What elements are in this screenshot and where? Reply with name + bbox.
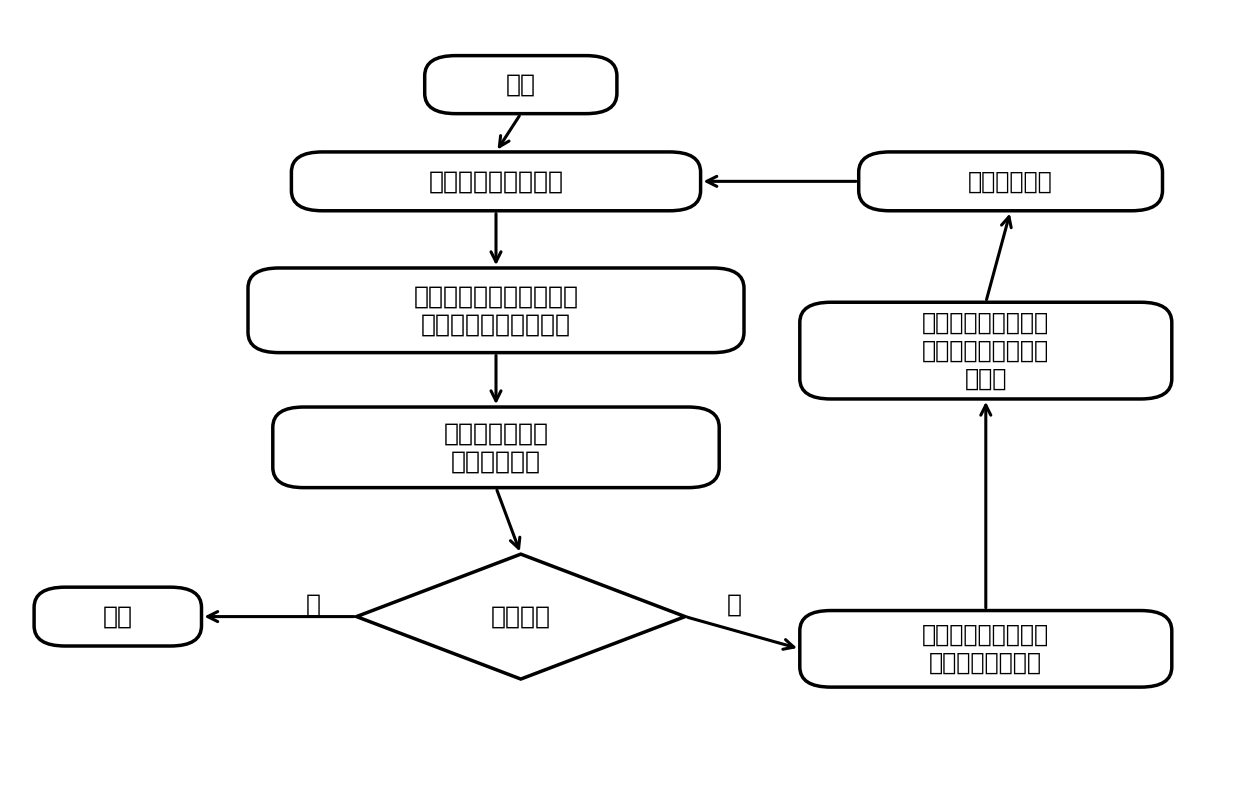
FancyBboxPatch shape <box>424 56 618 114</box>
FancyBboxPatch shape <box>858 152 1162 210</box>
Text: 否: 否 <box>727 592 743 617</box>
FancyBboxPatch shape <box>291 152 701 210</box>
Text: 结束: 结束 <box>103 604 133 629</box>
Text: 根据非线性分析结果
计算等效静态载荷: 根据非线性分析结果 计算等效静态载荷 <box>923 623 1049 675</box>
FancyBboxPatch shape <box>248 268 744 353</box>
Polygon shape <box>357 555 684 679</box>
FancyBboxPatch shape <box>800 611 1172 687</box>
Text: 将防撞梁与整车装配，并
建立侧面碰撞仿真模型: 将防撞梁与整车装配，并 建立侧面碰撞仿真模型 <box>413 285 579 336</box>
FancyBboxPatch shape <box>800 302 1172 399</box>
FancyBboxPatch shape <box>273 407 719 488</box>
Text: 是: 是 <box>305 592 321 617</box>
Text: 更新设计变量: 更新设计变量 <box>968 169 1053 193</box>
Text: 建立防撞梁概念模型: 建立防撞梁概念模型 <box>429 169 563 193</box>
FancyBboxPatch shape <box>33 587 201 646</box>
Text: 对初始模型进行
侧碰仿真分析: 对初始模型进行 侧碰仿真分析 <box>444 422 548 473</box>
Text: 是否收敛: 是否收敛 <box>491 604 551 629</box>
Text: 将等效静态载荷施加
到线性分析模型上进
行优化: 将等效静态载荷施加 到线性分析模型上进 行优化 <box>923 311 1049 390</box>
Text: 开始: 开始 <box>506 73 536 97</box>
